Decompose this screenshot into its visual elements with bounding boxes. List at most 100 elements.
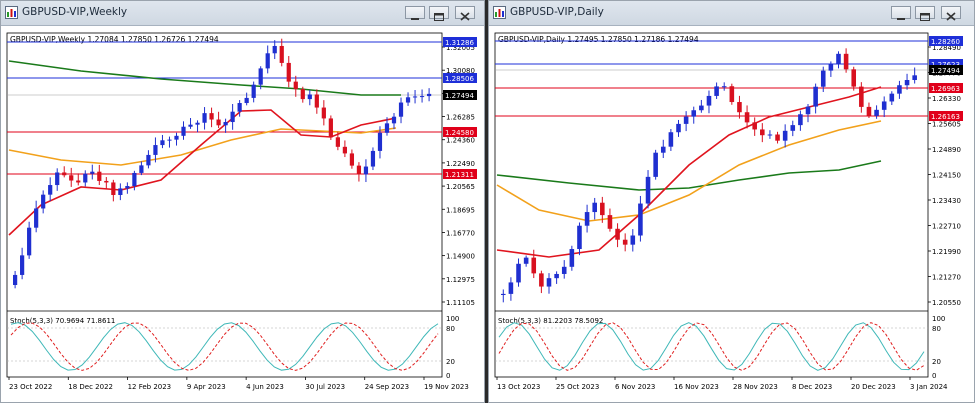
time-axis-label: 19 Nov 2023 [424,383,469,391]
candle-body [798,114,803,126]
window-titlebar[interactable]: GBPUSD-VIP,Weekly [1,1,484,26]
price-tag-label: 1.26163 [931,113,960,121]
close-button[interactable] [941,6,961,21]
candle-body [790,125,796,131]
candle-body [300,89,305,100]
price-tag [443,169,477,179]
time-axis-label: 30 Jul 2023 [305,383,345,391]
candle-body [775,134,780,141]
time-axis-label: 16 Nov 2023 [674,383,719,391]
candle-body [501,293,506,295]
candle-body [737,102,742,113]
candle-body [836,53,841,65]
candle-body [412,96,418,98]
candle-body [335,137,340,147]
time-axis-label: 12 Feb 2023 [128,383,172,391]
candle-body [363,166,369,175]
restore-button[interactable] [915,6,935,21]
stoch-signal-line [10,322,439,371]
candle-body [132,172,137,187]
candle-body [104,180,109,183]
candle-body [691,110,697,117]
candle-body [48,185,53,195]
candle-body [62,172,67,176]
candle-body [272,45,277,54]
price-scale-label: 1.26285 [446,114,475,122]
candle-body [874,109,879,116]
price-scale-label: 1.14900 [446,253,475,261]
candle-body [546,278,552,287]
daily-chart-window[interactable]: GBPUSD-VIP,Daily GBPUSD-VIP,Daily 1.2749… [488,0,975,403]
candle-body [622,239,628,245]
candle-body [676,123,681,133]
candle-body [307,94,312,100]
candle-body [216,119,221,126]
time-axis-label: 6 Nov 2023 [615,383,655,391]
candle-body [638,203,643,236]
price-scale-label: 1.30080 [446,67,475,75]
candle-body [813,86,818,107]
price-tag-label: 1.27494 [445,92,474,100]
candle-body [146,154,151,166]
candle-body [20,255,25,275]
candle-body [653,152,658,177]
time-axis-label: 4 Jun 2023 [246,383,284,391]
candle-body [293,81,298,90]
info-line: GBPUSD-VIP,Daily 1.27495 1.27850 1.27186… [498,35,699,44]
candle-body [286,62,291,82]
price-scale-label: 1.11105 [446,299,475,307]
candle-body [195,122,200,125]
candle-body [668,132,674,147]
restore-button[interactable] [429,6,449,21]
osc-scale-label: 0 [446,372,450,380]
window-titlebar[interactable]: GBPUSD-VIP,Daily [489,1,974,26]
candle-body [866,106,872,116]
price-scale-label: 1.24890 [932,146,961,154]
price-tag [443,37,477,47]
info-line: GBPUSD-VIP,Weekly 1.27084 1.27850 1.2672… [10,35,219,44]
minimize-button[interactable] [405,6,425,20]
candle-body [76,180,81,183]
daily-chart[interactable]: GBPUSD-VIP,Daily 1.27495 1.27850 1.27186… [489,25,974,402]
candle-body [592,202,597,213]
candle-body [328,118,333,138]
stoch-main-line [498,322,925,371]
chart-app-icon [5,6,18,19]
candle-body [516,263,521,283]
price-scale-label: 1.28490 [932,44,961,52]
candle-body [188,124,193,127]
candle-body [569,249,575,267]
candle-body [398,102,404,117]
candle-body [370,150,376,167]
close-button[interactable] [455,6,475,21]
price-scale-label: 1.22710 [932,223,961,231]
time-axis-label: 18 Dec 2022 [68,383,113,391]
candle-body [321,107,326,119]
price-tag-label: 1.28260 [931,38,960,46]
candle-body [699,105,704,111]
candle-body [111,182,116,195]
candle-body [251,84,256,98]
minimize-button[interactable] [891,6,911,20]
candle-body [729,86,735,103]
price-tag [929,83,963,93]
weekly-chart[interactable]: GBPUSD-VIP,Weekly 1.27084 1.27850 1.2672… [1,25,484,402]
time-axis-label: 28 Nov 2023 [733,383,778,391]
candle-body [181,126,186,136]
candle-body [714,86,719,96]
candle-body [377,132,383,151]
osc-scale-label: 80 [932,325,941,333]
restore-icon [920,13,930,21]
candle-body [419,96,425,98]
weekly-chart-window[interactable]: GBPUSD-VIP,Weekly GBPUSD-VIP,Weekly 1.27… [0,0,485,403]
candle-body [912,75,917,81]
close-icon [460,12,470,21]
candle-body [391,116,397,124]
time-axis-label: 20 Dec 2023 [851,383,896,391]
candle-body [843,53,849,70]
candle-body [349,153,355,166]
price-scale-label: 1.24150 [932,172,961,180]
candle-body [828,64,834,71]
price-tag-label: 1.31286 [445,39,474,47]
candle-body [561,266,567,274]
